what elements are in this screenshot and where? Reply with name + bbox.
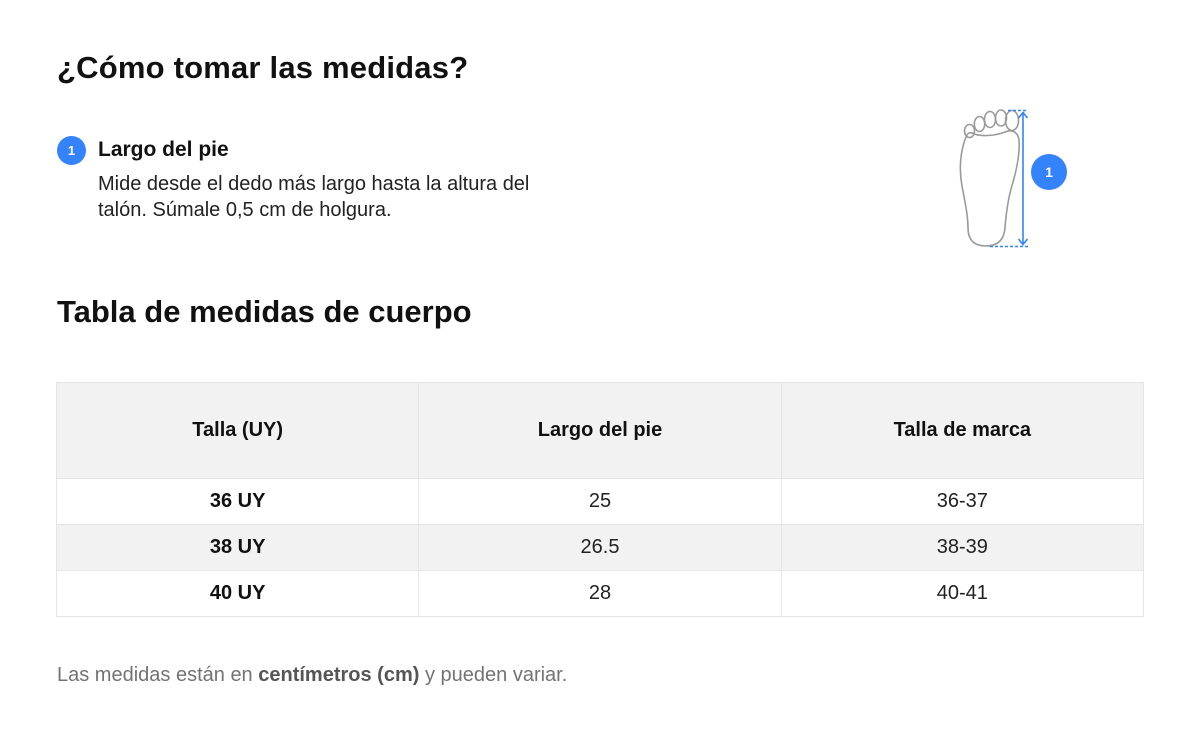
illustration-number-badge: 1: [1031, 154, 1067, 190]
size-uy-cell: 38 UY: [55, 524, 420, 571]
size-uy-cell: 36 UY: [55, 478, 420, 525]
measure-guide-title: ¿Cómo tomar las medidas?: [57, 50, 469, 85]
table-header-row: Talla (UY) Largo del pie Talla de marca: [55, 382, 1145, 479]
foot-outline-icon: [959, 109, 1029, 248]
size-uy-cell: 40 UY: [55, 570, 420, 617]
foot-length-cell: 28: [418, 570, 782, 617]
step-title: Largo del pie: [98, 138, 229, 161]
vertical-measure-arrow-icon: [1017, 111, 1029, 246]
brand-size-cell: 40-41: [780, 570, 1145, 617]
foot-length-cell: 25: [418, 478, 782, 525]
step-description: Mide desde el dedo más largo hasta la al…: [98, 173, 530, 221]
size-table: Talla (UY) Largo del pie Talla de marca …: [55, 382, 1145, 617]
brand-size-cell: 38-39: [780, 524, 1145, 571]
foot-length-cell: 26.5: [418, 524, 782, 571]
column-header-size-uy: Talla (UY): [55, 382, 420, 479]
column-header-brand-size: Talla de marca: [780, 382, 1145, 479]
footnote-suffix: y pueden variar.: [419, 664, 568, 686]
table-row: 36 UY 25 36-37: [55, 478, 1145, 525]
footnote-prefix: Las medidas están en: [57, 664, 259, 686]
size-table-title: Tabla de medidas de cuerpo: [57, 294, 472, 329]
footnote-emphasis: centímetros (cm): [258, 664, 420, 686]
step-number-badge: 1: [57, 136, 86, 165]
table-row: 40 UY 28 40-41: [55, 570, 1145, 617]
table-row: 38 UY 26.5 38-39: [55, 524, 1145, 571]
brand-size-cell: 36-37: [780, 478, 1145, 525]
units-footnote: Las medidas están en centímetros (cm) y …: [57, 664, 567, 687]
column-header-foot-length: Largo del pie: [418, 382, 782, 479]
